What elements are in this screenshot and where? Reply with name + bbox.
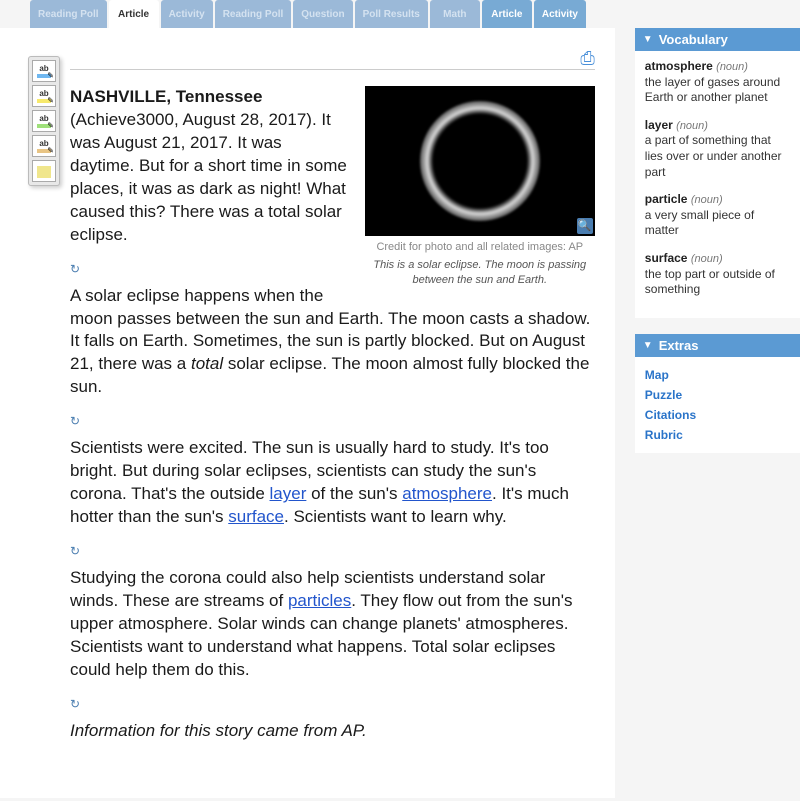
- tab-activity-2[interactable]: Activity: [534, 0, 586, 28]
- tab-reading-poll-2[interactable]: Reading Poll: [215, 0, 292, 28]
- tab-math[interactable]: Math: [430, 0, 480, 28]
- tab-question[interactable]: Question: [293, 0, 352, 28]
- article-body: 🔍 Credit for photo and all related image…: [70, 86, 595, 743]
- tab-article-2[interactable]: Article: [482, 0, 532, 28]
- sidebar: ▼ Vocabulary atmosphere (noun) the layer…: [635, 28, 800, 469]
- extras-rubric[interactable]: Rubric: [645, 425, 790, 445]
- tab-article[interactable]: Article: [109, 0, 159, 28]
- highlight-toolbar: ab ✎ ab ✎ ab ✎ ab ✎: [28, 56, 60, 186]
- extras-citations[interactable]: Citations: [645, 405, 790, 425]
- pencil-icon: ✎: [47, 121, 54, 130]
- highlighter-green[interactable]: ab ✎: [32, 110, 56, 132]
- audio-icon[interactable]: ↻: [70, 696, 84, 710]
- tab-poll-results[interactable]: Poll Results: [355, 0, 428, 28]
- paragraph-4: Studying the corona could also help scie…: [70, 567, 595, 682]
- highlighter-orange[interactable]: ab ✎: [32, 135, 56, 157]
- vocab-link-atmosphere[interactable]: atmosphere: [402, 484, 492, 503]
- vocab-link-layer[interactable]: layer: [270, 484, 307, 503]
- vocab-item: surface (noun) the top part or outside o…: [645, 251, 790, 298]
- tab-activity[interactable]: Activity: [161, 0, 213, 28]
- audio-icon[interactable]: ↻: [70, 543, 84, 557]
- paragraph-3: Scientists were excited. The sun is usua…: [70, 437, 595, 529]
- pencil-icon: ✎: [47, 71, 54, 80]
- eclipse-image[interactable]: 🔍: [365, 86, 595, 236]
- source-line: Information for this story came from AP.: [70, 720, 595, 743]
- article-panel: ab ✎ ab ✎ ab ✎ ab ✎ ⎙: [0, 28, 615, 798]
- collapse-icon: ▼: [643, 34, 653, 45]
- vocabulary-panel: ▼ Vocabulary atmosphere (noun) the layer…: [635, 28, 800, 318]
- extras-panel: ▼ Extras Map Puzzle Citations Rubric: [635, 334, 800, 453]
- audio-icon[interactable]: ↻: [70, 413, 84, 427]
- note-tool[interactable]: [32, 160, 56, 182]
- vocab-item: layer (noun) a part of something that li…: [645, 118, 790, 180]
- image-caption: This is a solar eclipse. The moon is pas…: [365, 258, 595, 287]
- collapse-icon: ▼: [643, 340, 653, 351]
- paragraph-2: A solar eclipse happens when the moon pa…: [70, 285, 595, 400]
- highlighter-yellow[interactable]: ab ✎: [32, 85, 56, 107]
- extras-body: Map Puzzle Citations Rubric: [635, 357, 800, 453]
- pencil-icon: ✎: [47, 96, 54, 105]
- vocab-link-particles[interactable]: particles: [288, 591, 351, 610]
- tab-reading-poll[interactable]: Reading Poll: [30, 0, 107, 28]
- print-icon[interactable]: ⎙: [580, 48, 594, 69]
- article-figure: 🔍 Credit for photo and all related image…: [365, 86, 595, 287]
- pencil-icon: ✎: [47, 146, 54, 155]
- image-credit: Credit for photo and all related images:…: [365, 240, 595, 254]
- audio-icon[interactable]: ↻: [70, 261, 84, 275]
- extras-puzzle[interactable]: Puzzle: [645, 385, 790, 405]
- tab-bar: Reading Poll Article Activity Reading Po…: [30, 0, 800, 28]
- vocabulary-header[interactable]: ▼ Vocabulary: [635, 28, 800, 51]
- divider: [70, 69, 595, 70]
- vocab-item: particle (noun) a very small piece of ma…: [645, 192, 790, 239]
- zoom-icon[interactable]: 🔍: [577, 218, 593, 234]
- vocabulary-body: atmosphere (noun) the layer of gases aro…: [635, 51, 800, 318]
- dateline: NASHVILLE, Tennessee: [70, 87, 262, 106]
- extras-map[interactable]: Map: [645, 365, 790, 385]
- vocab-item: atmosphere (noun) the layer of gases aro…: [645, 59, 790, 106]
- highlighter-blue[interactable]: ab ✎: [32, 60, 56, 82]
- extras-header[interactable]: ▼ Extras: [635, 334, 800, 357]
- vocab-link-surface[interactable]: surface: [228, 507, 284, 526]
